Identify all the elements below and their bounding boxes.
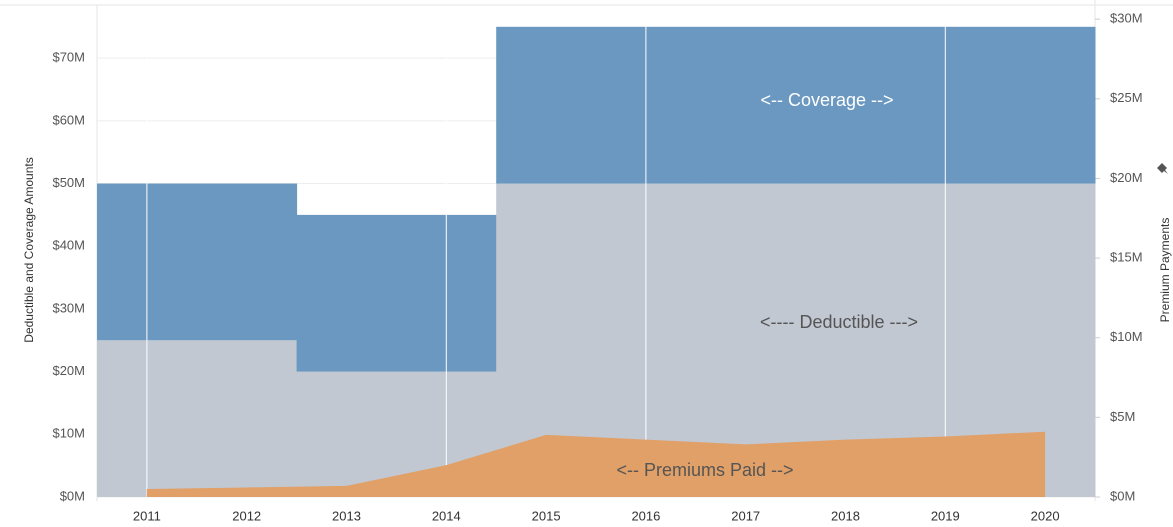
premium-area [146,431,1046,497]
y2-axis-label: Premium Payments [1158,218,1172,323]
y2-tick-label: $30M [1110,11,1143,26]
y2-tick-label: $10M [1110,329,1143,344]
y-tick-label: $0M [60,488,85,503]
pin-icon [1157,163,1168,174]
step-area [196,183,298,341]
step-area [695,26,797,184]
y-tick-label: $10M [52,426,85,441]
y-tick-label: $20M [52,363,85,378]
y-tick-label: $40M [52,238,85,253]
x-tick-label: 2018 [831,508,860,523]
y2-tick-label: $5M [1110,409,1135,424]
step-area [196,340,298,497]
step-area [995,26,1096,184]
x-tick-label: 2020 [1031,508,1060,523]
y2-tick-label: $0M [1110,488,1135,503]
step-area [496,26,597,184]
x-tick-label: 2019 [931,508,960,523]
step-area [296,214,397,372]
x-tick-label: 2015 [532,508,561,523]
x-tick-label: 2013 [332,508,361,523]
step-area [795,26,896,184]
x-tick-label: 2012 [232,508,261,523]
y-axis-label: Deductible and Coverage Amounts [22,157,36,342]
y2-tick-label: $15M [1110,250,1143,265]
annotation: <-- Coverage --> [760,90,893,110]
y-tick-label: $30M [52,300,85,315]
step-area [296,371,397,497]
y-tick-label: $70M [52,50,85,65]
x-tick-label: 2016 [631,508,660,523]
annotation: <-- Premiums Paid --> [616,460,793,480]
x-tick-label: 2011 [133,508,161,523]
y-tick-label: $60M [52,112,85,127]
x-tick-label: 2017 [731,508,760,523]
y2-tick-label: $25M [1110,90,1143,105]
annotation: <---- Deductible ---> [760,312,918,332]
y2-tick-label: $20M [1110,170,1143,185]
x-tick-label: 2014 [432,508,461,523]
y-tick-label: $50M [52,175,85,190]
